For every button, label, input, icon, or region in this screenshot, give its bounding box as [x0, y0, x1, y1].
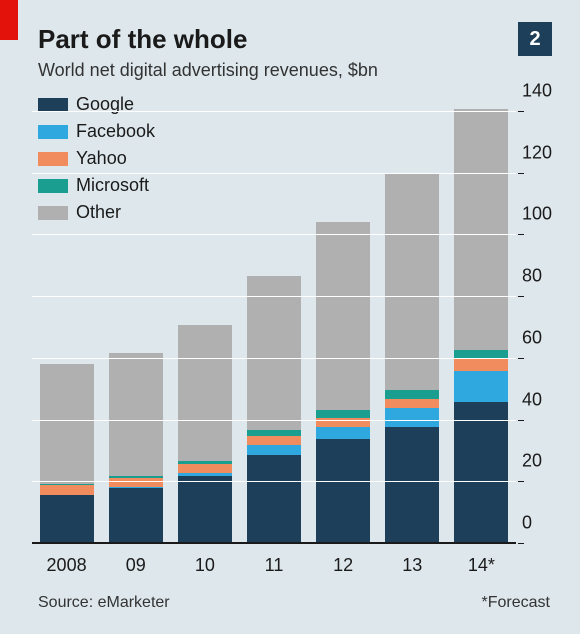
bar-segment — [454, 359, 508, 371]
y-tick — [518, 173, 524, 174]
y-tick — [518, 420, 524, 421]
chart-title: Part of the whole — [38, 24, 247, 55]
y-axis-label: 100 — [522, 204, 562, 225]
bars-container — [32, 112, 516, 544]
source-note: Source: eMarketer — [38, 594, 170, 612]
gridline — [32, 296, 516, 297]
y-tick — [518, 111, 524, 112]
x-axis-labels: 2008091011121314* — [32, 555, 516, 576]
x-axis-label: 09 — [101, 555, 170, 576]
gridline — [32, 234, 516, 235]
chart-figure: 2 Part of the whole World net digital ad… — [0, 0, 580, 634]
stacked-bar — [385, 174, 439, 544]
stacked-bar — [316, 222, 370, 544]
economist-red-tab — [0, 0, 18, 40]
bar-segment — [109, 478, 163, 487]
chart-subtitle: World net digital advertising revenues, … — [38, 60, 378, 81]
y-axis-label: 60 — [522, 327, 562, 348]
bar-segment — [316, 410, 370, 418]
x-axis-label: 11 — [239, 555, 308, 576]
bar-segment — [385, 427, 439, 544]
x-axis-label: 13 — [378, 555, 447, 576]
y-axis-label: 20 — [522, 451, 562, 472]
gridline — [32, 173, 516, 174]
stacked-bar — [109, 353, 163, 544]
stacked-bar — [40, 364, 94, 544]
bar-segment — [178, 325, 232, 461]
bar-segment — [40, 485, 94, 494]
chart-number-badge: 2 — [518, 22, 552, 56]
bar-segment — [178, 464, 232, 473]
y-tick — [518, 296, 524, 297]
bar-segment — [247, 445, 301, 454]
y-tick — [518, 234, 524, 235]
bar-segment — [316, 222, 370, 410]
y-axis-label: 120 — [522, 142, 562, 163]
bar-segment — [385, 399, 439, 408]
bar-segment — [109, 488, 163, 544]
bar-segment — [316, 427, 370, 439]
bar-segment — [385, 408, 439, 427]
y-axis-label: 40 — [522, 389, 562, 410]
stacked-bar — [454, 109, 508, 544]
gridline — [32, 481, 516, 482]
y-axis-label: 140 — [522, 81, 562, 102]
bar-segment — [454, 371, 508, 402]
y-tick — [518, 358, 524, 359]
x-axis-label: 10 — [170, 555, 239, 576]
x-axis-label: 2008 — [32, 555, 101, 576]
gridline — [32, 420, 516, 421]
bar-segment — [316, 439, 370, 544]
bar-segment — [178, 476, 232, 544]
legend-swatch — [38, 98, 68, 112]
x-axis-baseline — [32, 542, 516, 544]
plot-area: 020406080100120140 — [32, 112, 516, 544]
y-axis-label: 80 — [522, 266, 562, 287]
bar-segment — [385, 390, 439, 399]
bar-segment — [454, 402, 508, 544]
bar-segment — [247, 276, 301, 430]
y-axis-label: 0 — [522, 513, 562, 534]
bar-segment — [247, 436, 301, 445]
forecast-note: *Forecast — [482, 594, 550, 612]
y-tick — [518, 543, 524, 544]
stacked-bar — [247, 276, 301, 544]
bar-segment — [40, 495, 94, 544]
gridline — [32, 358, 516, 359]
bar-segment — [454, 109, 508, 350]
y-tick — [518, 481, 524, 482]
chart-number: 2 — [529, 28, 540, 51]
bar-segment — [247, 455, 301, 544]
x-axis-label: 14* — [447, 555, 516, 576]
gridline — [32, 111, 516, 112]
bar-segment — [40, 364, 94, 484]
bar-segment — [109, 353, 163, 476]
x-axis-label: 12 — [309, 555, 378, 576]
